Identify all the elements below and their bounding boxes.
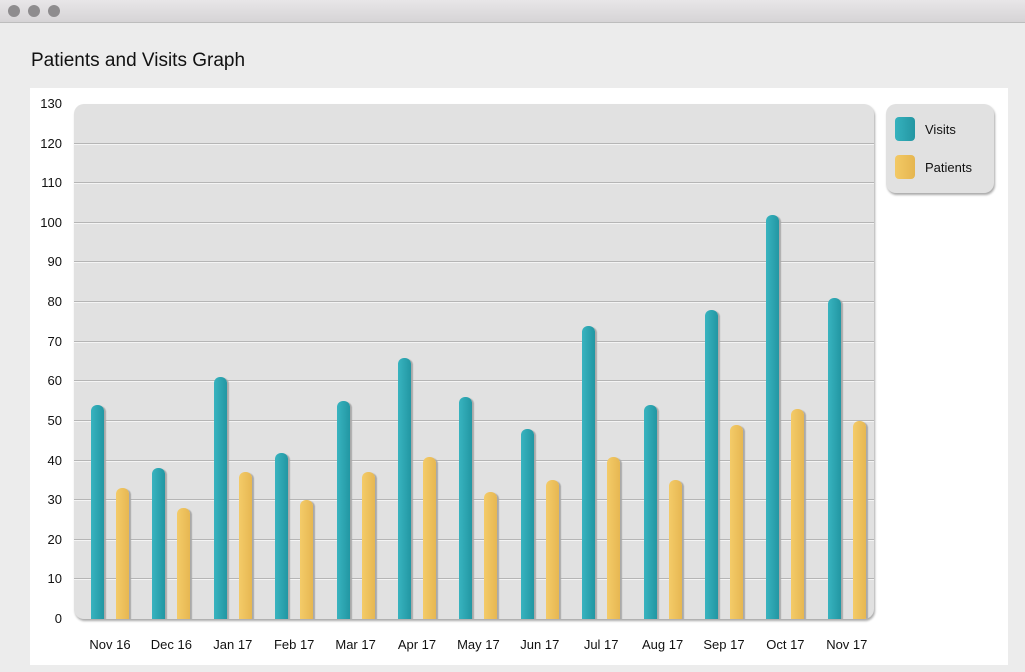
x-tick-label: Feb 17 [273, 637, 315, 652]
x-tick-label: Jul 17 [583, 637, 619, 652]
patients-bar[interactable] [177, 508, 191, 619]
x-tick-label: Aug 17 [641, 637, 684, 652]
x-tick-label: Oct 17 [766, 637, 805, 652]
gridline [74, 459, 874, 462]
x-tick-label: Sep 17 [703, 637, 745, 652]
patients-bar[interactable] [791, 409, 805, 619]
y-tick-label: 80 [47, 294, 62, 310]
y-tick-label: 90 [47, 254, 62, 270]
y-tick-label: 0 [54, 611, 62, 626]
close-window-button[interactable] [8, 5, 20, 17]
visits-bar[interactable] [91, 405, 104, 619]
x-tick-label: Dec 16 [150, 637, 192, 652]
patients-bar[interactable] [361, 472, 375, 619]
y-tick-label: 100 [40, 214, 62, 230]
visits-bar[interactable] [643, 405, 657, 619]
visits-bar[interactable] [275, 452, 289, 619]
gridline [74, 538, 874, 541]
visits-bar[interactable] [766, 214, 780, 619]
minimize-window-button[interactable] [28, 5, 40, 17]
patients-bar[interactable] [484, 492, 498, 619]
y-tick-label: 30 [47, 492, 62, 508]
legend-item-patients[interactable]: Patients [895, 155, 972, 179]
gridline [74, 419, 874, 422]
patients-bar[interactable] [545, 480, 559, 619]
y-tick-label: 130 [40, 96, 62, 111]
y-tick-label: 40 [47, 452, 62, 468]
visits-bar[interactable] [705, 310, 718, 619]
window-titlebar [0, 0, 1025, 23]
y-tick-label: 110 [41, 175, 62, 191]
y-tick-label: 20 [47, 531, 62, 547]
gridline [74, 340, 874, 343]
zoom-window-button[interactable] [48, 5, 60, 17]
gridline [74, 142, 874, 145]
visits-bar[interactable] [459, 397, 473, 619]
y-tick-label: 120 [40, 135, 62, 151]
patients-bar[interactable] [668, 480, 682, 619]
x-tick-label: May 17 [457, 637, 500, 652]
patients-bar[interactable] [852, 420, 866, 619]
plot-area [74, 104, 874, 619]
visits-bar[interactable] [152, 468, 166, 619]
x-tick-label: Apr 17 [397, 637, 437, 652]
legend-label: Patients [925, 159, 972, 175]
legend-item-visits[interactable]: Visits [895, 117, 956, 141]
visits-bar[interactable] [398, 357, 411, 619]
y-tick-label: 70 [47, 333, 62, 349]
patients-bar[interactable] [730, 424, 743, 619]
gridline [74, 499, 874, 502]
visits-bar[interactable] [213, 377, 227, 619]
visits-bar[interactable] [520, 428, 534, 619]
x-tick-label: Nov 16 [89, 637, 131, 652]
y-tick-label: 10 [47, 571, 62, 587]
patients-bar[interactable] [238, 472, 252, 619]
patients-swatch-icon [895, 155, 915, 179]
y-tick-label: 60 [47, 373, 62, 389]
x-tick-label: Mar 17 [335, 637, 376, 652]
x-tick-label: Jun 17 [520, 637, 560, 652]
page-title: Patients and Visits Graph [31, 50, 246, 71]
x-tick-label: Nov 17 [826, 637, 868, 652]
gridline [74, 578, 874, 581]
x-tick-label: Jan 17 [213, 637, 253, 652]
visits-bar[interactable] [582, 325, 596, 619]
patients-bar[interactable] [116, 488, 129, 619]
patients-bar[interactable] [607, 456, 621, 619]
visits-bar[interactable] [336, 401, 350, 619]
chart-legend: Visits Patients [886, 104, 994, 193]
visits-bar[interactable] [827, 298, 841, 619]
legend-label: Visits [925, 121, 956, 137]
visits-swatch-icon [895, 117, 915, 141]
patients-bar[interactable] [423, 456, 436, 619]
patients-bar[interactable] [300, 500, 314, 619]
gridline [74, 380, 874, 383]
gridline [74, 221, 874, 224]
gridline [74, 301, 874, 304]
y-tick-label: 50 [47, 412, 62, 428]
gridline [74, 261, 874, 264]
gridline [74, 182, 874, 185]
